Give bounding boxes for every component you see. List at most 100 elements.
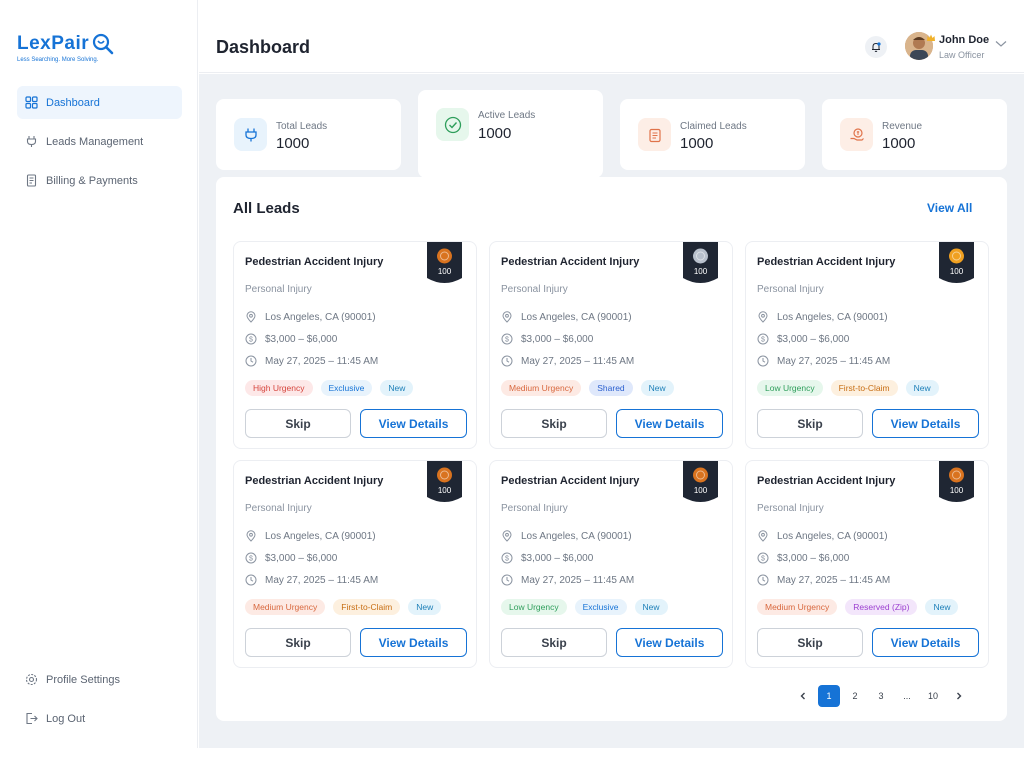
- lead-location-text: Los Angeles, CA (90001): [521, 311, 632, 323]
- lead-card[interactable]: 100 Pedestrian Accident Injury Personal In…: [745, 460, 989, 668]
- lead-score: 100: [437, 486, 452, 495]
- main-content: Total Leads 1000 Active Leads 1000 Claim…: [199, 74, 1024, 748]
- skip-button[interactable]: Skip: [757, 409, 863, 438]
- prev-page-button[interactable]: [792, 685, 814, 707]
- stat-total-leads[interactable]: Total Leads 1000: [216, 99, 401, 170]
- view-details-button[interactable]: View Details: [872, 628, 979, 657]
- page-ellipsis: ...: [903, 691, 911, 701]
- lead-tag: First-to-Claim: [830, 380, 898, 396]
- lead-date-text: May 27, 2025 – 11:45 AM: [777, 574, 891, 586]
- avatar[interactable]: [905, 32, 933, 60]
- location-pin-icon: [245, 311, 257, 323]
- user-role: Law Officer: [939, 50, 985, 60]
- skip-button[interactable]: Skip: [245, 409, 351, 438]
- lead-date-text: May 27, 2025 – 11:45 AM: [777, 355, 891, 367]
- lead-location-text: Los Angeles, CA (90001): [265, 311, 376, 323]
- lead-score: 100: [693, 267, 708, 276]
- page-title: Dashboard: [216, 37, 311, 57]
- view-details-button[interactable]: View Details: [616, 628, 723, 657]
- skip-button[interactable]: Skip: [501, 628, 607, 657]
- receipt-icon: [25, 174, 38, 187]
- sidebar-item-billing[interactable]: Billing & Payments: [17, 164, 182, 197]
- lead-date-text: May 27, 2025 – 11:45 AM: [265, 574, 379, 586]
- sidebar-item-dashboard[interactable]: Dashboard: [17, 86, 182, 119]
- lead-tag: New: [905, 380, 939, 396]
- top-header: Dashboard John Doe Law Officer: [199, 0, 1024, 73]
- lead-location-text: Los Angeles, CA (90001): [265, 530, 376, 542]
- lead-amount: $ $3,000 – $6,000: [757, 333, 849, 345]
- gear-icon: [25, 673, 38, 686]
- brand-name: LexPair: [17, 33, 90, 54]
- stat-claimed-leads[interactable]: Claimed Leads 1000: [620, 99, 805, 170]
- clock-icon: [245, 574, 257, 586]
- lead-tag: Reserved (Zip): [845, 599, 918, 615]
- panel-title: All Leads: [233, 200, 300, 217]
- lead-amount: $ $3,000 – $6,000: [757, 552, 849, 564]
- lead-tag: High Urgency: [245, 380, 313, 396]
- lead-score: 100: [949, 267, 964, 276]
- skip-button[interactable]: Skip: [757, 628, 863, 657]
- lead-amount-text: $3,000 – $6,000: [521, 333, 594, 345]
- view-details-button[interactable]: View Details: [360, 409, 467, 438]
- lead-card[interactable]: 100 Pedestrian Accident Injury Personal In…: [489, 460, 733, 668]
- page-button[interactable]: 2: [852, 691, 858, 701]
- svg-text:$: $: [505, 336, 509, 343]
- skip-button[interactable]: Skip: [245, 628, 351, 657]
- lead-date: May 27, 2025 – 11:45 AM: [757, 355, 890, 367]
- sidebar-item-leads-management[interactable]: Leads Management: [17, 125, 182, 158]
- stat-value: 1000: [478, 125, 512, 142]
- lead-tags: Low Urgency First-to-Claim New: [757, 380, 939, 396]
- lead-category: Personal Injury: [757, 503, 824, 514]
- all-leads-panel: All Leads View All 100 Pedestrian Acciden…: [216, 177, 1007, 721]
- logo[interactable]: LexPair Less Searching. More Solving.: [17, 32, 115, 63]
- page-button[interactable]: 1: [818, 685, 840, 707]
- lead-card[interactable]: 100 Pedestrian Accident Injury Personal In…: [233, 460, 477, 668]
- lead-location: Los Angeles, CA (90001): [245, 530, 376, 542]
- lead-amount: $ $3,000 – $6,000: [245, 333, 337, 345]
- lead-date: May 27, 2025 – 11:45 AM: [757, 574, 890, 586]
- dollar-icon: $: [501, 333, 513, 345]
- lead-location: Los Angeles, CA (90001): [757, 311, 888, 323]
- view-details-button[interactable]: View Details: [616, 409, 723, 438]
- notification-button[interactable]: [865, 36, 887, 58]
- clock-icon: [757, 574, 769, 586]
- pagination: 1 2 3 ... 10: [792, 685, 970, 707]
- clock-icon: [501, 355, 513, 367]
- sidebar-item-profile-settings[interactable]: Profile Settings: [17, 663, 182, 696]
- view-all-link[interactable]: View All: [927, 201, 973, 215]
- score-ribbon: [939, 461, 974, 502]
- lead-tags: Medium Urgency Reserved (Zip) New: [757, 599, 959, 615]
- stat-active-leads[interactable]: Active Leads 1000: [418, 90, 603, 178]
- lead-tag: Low Urgency: [757, 380, 823, 396]
- page-button[interactable]: 10: [927, 691, 938, 701]
- sidebar-item-label: Billing & Payments: [46, 174, 138, 187]
- view-details-button[interactable]: View Details: [360, 628, 467, 657]
- score-ribbon: [683, 461, 718, 502]
- page-button[interactable]: 3: [878, 691, 884, 701]
- stat-value: 1000: [680, 135, 714, 152]
- stat-revenue[interactable]: Revenue 1000: [822, 99, 1007, 170]
- lead-amount: $ $3,000 – $6,000: [245, 552, 337, 564]
- view-details-button[interactable]: View Details: [872, 409, 979, 438]
- sidebar-item-label: Leads Management: [46, 135, 144, 148]
- chevron-down-icon[interactable]: [995, 40, 1007, 48]
- sidebar-nav: Dashboard Leads Management Billing & Pay…: [17, 86, 182, 203]
- lead-card[interactable]: 100 Pedestrian Accident Injury Personal In…: [233, 241, 477, 449]
- next-page-button[interactable]: [948, 685, 970, 707]
- lead-tags: High Urgency Exclusive New: [245, 380, 414, 396]
- dollar-icon: $: [757, 552, 769, 564]
- skip-button[interactable]: Skip: [501, 409, 607, 438]
- svg-text:$: $: [249, 336, 253, 343]
- lead-tag: New: [380, 380, 414, 396]
- lead-date: May 27, 2025 – 11:45 AM: [501, 355, 634, 367]
- check-circle-icon: [436, 108, 469, 141]
- lead-location-text: Los Angeles, CA (90001): [777, 530, 888, 542]
- stat-value: 1000: [276, 135, 310, 152]
- sidebar-item-logout[interactable]: Log Out: [17, 702, 182, 735]
- lead-card[interactable]: 100 Pedestrian Accident Injury Personal In…: [489, 241, 733, 449]
- sidebar: LexPair Less Searching. More Solving. Da…: [0, 0, 198, 748]
- crown-icon: [927, 34, 935, 41]
- lead-card[interactable]: 100 Pedestrian Accident Injury Personal In…: [745, 241, 989, 449]
- plug-icon: [25, 135, 38, 148]
- lead-category: Personal Injury: [245, 284, 312, 295]
